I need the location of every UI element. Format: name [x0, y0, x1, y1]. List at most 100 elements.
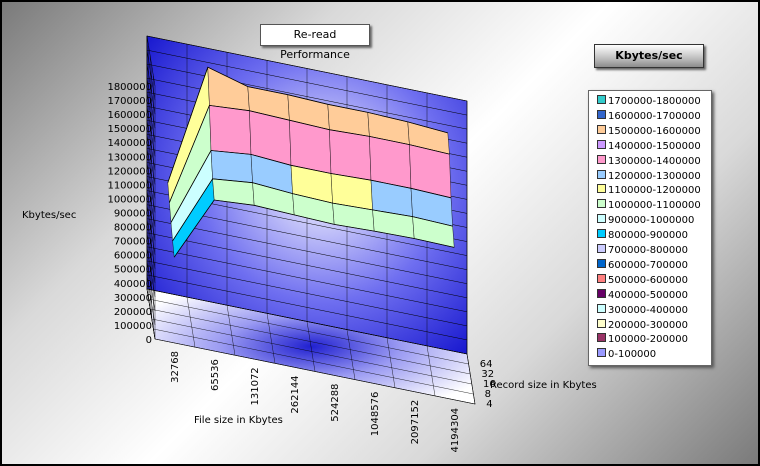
- legend-label: 400000-500000: [608, 289, 688, 301]
- surface-bands: [167, 66, 455, 258]
- legend-swatch: [597, 258, 606, 268]
- y-tick-label: 100000: [114, 321, 152, 332]
- y-tick-label: 900000: [114, 209, 152, 220]
- legend-title: Kbytes/sec: [594, 44, 704, 68]
- legend-label: 1000000-1100000: [608, 200, 701, 212]
- floor-gridline: [186, 297, 196, 348]
- floor-gridline: [346, 329, 356, 380]
- legend-label: 1200000-1300000: [608, 170, 701, 182]
- legend-swatch: [597, 348, 606, 358]
- legend-swatch: [597, 184, 606, 194]
- legend-item: 1300000-1400000: [597, 154, 701, 169]
- x-axis-label: File size in Kbytes: [194, 415, 283, 426]
- y-tick-label: 0: [146, 335, 152, 346]
- legend-item: 300000-400000: [597, 303, 688, 318]
- surface-patch: [369, 136, 412, 189]
- legend-label: 700000-800000: [608, 245, 688, 256]
- legend-label: 300000-400000: [608, 304, 688, 316]
- chart-title: Re-read Performance: [260, 24, 370, 61]
- legend-item: 200000-300000: [597, 318, 688, 333]
- series-line: [169, 104, 450, 203]
- surface-patch: [209, 105, 252, 155]
- legend-item: 700000-800000: [597, 243, 688, 258]
- y-tick-label: 700000: [114, 237, 152, 248]
- legend-swatch: [597, 154, 606, 164]
- x-tick-label: 32768: [170, 351, 181, 383]
- x-tick-label: 2097152: [410, 400, 421, 445]
- legend-label: 100000-200000: [608, 334, 688, 346]
- floor-gridline: [266, 313, 276, 364]
- legend-item: 900000-1000000: [597, 213, 694, 228]
- legend-item: 500000-600000: [597, 273, 688, 288]
- floor-gridline: [154, 338, 476, 405]
- y-tick-label: 1800000: [107, 82, 152, 93]
- z-tick-label: 16: [483, 379, 496, 390]
- y-tick-label: 1000000: [107, 194, 152, 205]
- legend-item: 1100000-1200000: [597, 183, 701, 198]
- legend-label: 1700000-1800000: [608, 96, 701, 107]
- legend-item: 1400000-1500000: [597, 139, 701, 154]
- floor-gridline: [306, 321, 316, 372]
- series-line: [173, 199, 455, 258]
- legend-item: 1200000-1300000: [597, 169, 701, 184]
- legend-label: 1400000-1500000: [608, 140, 701, 152]
- y-tick-label: 800000: [114, 223, 152, 234]
- y-tick-label: 1500000: [107, 124, 152, 135]
- floor-gridline: [226, 305, 236, 356]
- z-tick-label: 8: [485, 389, 491, 400]
- series-line: [172, 178, 453, 242]
- y-tick-label: 1600000: [107, 110, 152, 121]
- legend-swatch: [597, 333, 606, 343]
- y-tick-label: 600000: [114, 251, 152, 262]
- series-line: [170, 150, 452, 223]
- x-tick-label: 65536: [210, 359, 221, 391]
- legend-swatch: [597, 303, 606, 313]
- floor-gridline: [148, 298, 469, 365]
- legend-swatch: [597, 169, 606, 179]
- legend: 1700000-1800000 1600000-1700000 1500000-16…: [588, 90, 712, 366]
- legend-label: 1300000-1400000: [608, 155, 701, 167]
- y-axis-label: Kbytes/sec: [22, 210, 76, 221]
- legend-swatch: [597, 109, 606, 119]
- floor-gridline: [153, 328, 474, 395]
- legend-swatch: [597, 214, 606, 224]
- legend-item: 0-100000: [597, 347, 656, 362]
- legend-label: 200000-300000: [608, 319, 688, 331]
- y-tick-label: 1200000: [107, 166, 152, 177]
- floor-grid: [146, 288, 476, 405]
- y-tick-label: 1300000: [107, 152, 152, 163]
- x-tick-label: 262144: [290, 375, 301, 413]
- legend-label: 1600000-1700000: [608, 110, 701, 122]
- x-tick-label: 524288: [330, 384, 341, 422]
- floor-gridline: [151, 318, 472, 385]
- x-tick-label: 131072: [250, 367, 261, 405]
- y-tick-label: 1100000: [107, 180, 152, 191]
- legend-item: 400000-500000: [597, 288, 688, 303]
- legend-label: 900000-1000000: [608, 215, 695, 227]
- legend-item: 1000000-1100000: [597, 198, 701, 213]
- legend-item: 1600000-1700000: [597, 109, 701, 124]
- y-tick-label: 400000: [114, 279, 152, 290]
- legend-swatch: [597, 273, 606, 283]
- legend-swatch: [597, 124, 606, 134]
- legend-label: 600000-700000: [608, 259, 688, 271]
- legend-swatch: [597, 244, 606, 253]
- surface-patch: [210, 150, 253, 183]
- y-tick-label: 200000: [114, 307, 152, 318]
- legend-label: 0-100000: [608, 349, 657, 361]
- y-tick-label: 1700000: [107, 96, 152, 107]
- legend-swatch: [597, 288, 606, 298]
- x-tick-label: 4194304: [450, 408, 461, 453]
- legend-swatch: [597, 229, 606, 239]
- x-axis-ticks: 32768 65536 131072 262144 524288 1048576 20971…: [170, 351, 461, 452]
- legend-label: 800000-900000: [608, 230, 688, 242]
- surface-patch: [329, 129, 372, 181]
- z-tick-label: 64: [480, 359, 493, 370]
- legend-item: 1700000-1800000: [597, 94, 701, 109]
- legend-label: 500000-600000: [608, 274, 688, 286]
- surface-mesh: [167, 66, 455, 258]
- floor-gridline: [466, 353, 476, 405]
